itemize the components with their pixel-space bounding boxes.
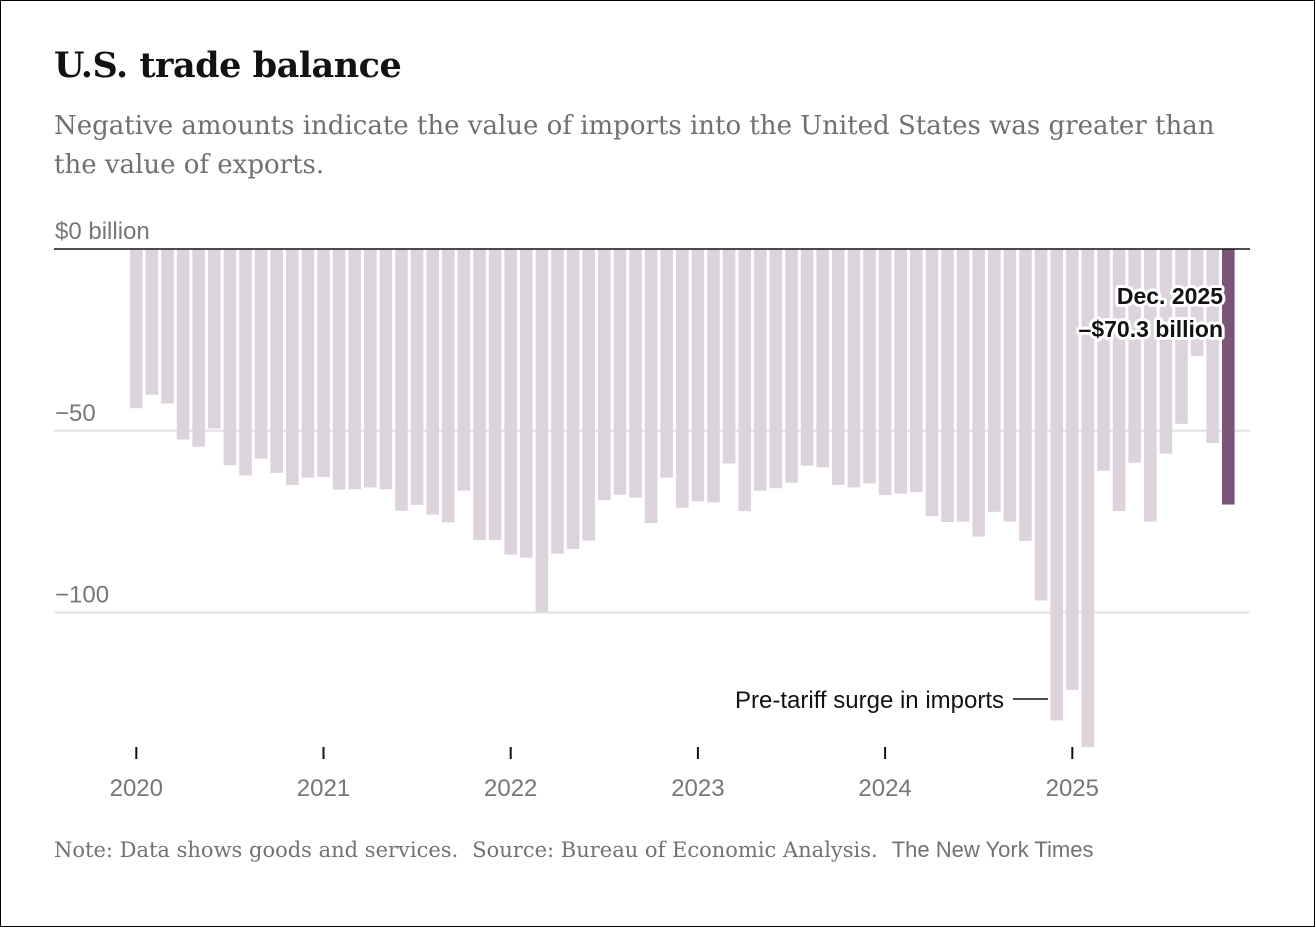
bar xyxy=(1175,249,1188,424)
bar xyxy=(722,249,736,464)
bar xyxy=(1190,249,1204,356)
bar xyxy=(754,249,767,491)
bar xyxy=(691,249,705,502)
labels: $0 billion −50 −100 2020 2021 2022 2023 2024 202… xyxy=(55,218,1226,802)
bar xyxy=(176,249,190,440)
bar xyxy=(785,249,798,483)
bar xyxy=(1159,249,1173,454)
bar xyxy=(629,249,642,498)
x-tick-label: 2023 xyxy=(671,775,724,802)
bar xyxy=(1097,249,1110,471)
bar xyxy=(504,249,517,555)
highlight-date-label: Dec. 2025 xyxy=(1117,283,1223,309)
bar xyxy=(270,249,283,473)
bar xyxy=(161,249,174,404)
bar xyxy=(379,249,393,490)
bar xyxy=(1081,249,1095,747)
note-text: Note: Data shows goods and services. xyxy=(54,838,459,862)
credit-text: The New York Times xyxy=(891,837,1094,862)
bar xyxy=(1128,249,1141,463)
x-tick-label: 2022 xyxy=(484,775,537,802)
bar xyxy=(894,249,907,494)
bar xyxy=(208,249,221,429)
chart-subtitle: Negative amounts indicate the value of i… xyxy=(54,111,1215,180)
annotation-text: Pre-tariff surge in imports xyxy=(735,687,1004,714)
bar xyxy=(395,249,408,511)
bar xyxy=(769,249,783,489)
bar xyxy=(286,249,299,485)
bar xyxy=(223,249,237,466)
bar xyxy=(941,249,954,522)
bar xyxy=(738,249,751,512)
bar xyxy=(301,249,315,478)
bar xyxy=(145,249,159,395)
bar xyxy=(1066,249,1079,690)
x-tick-label: 2021 xyxy=(297,775,350,802)
bar xyxy=(1050,249,1063,721)
bar xyxy=(473,249,486,541)
bar xyxy=(317,249,330,477)
bar xyxy=(332,249,346,490)
bar xyxy=(988,249,1001,512)
bar xyxy=(676,249,689,508)
bar xyxy=(130,249,143,409)
bar xyxy=(1144,249,1157,522)
bar xyxy=(348,249,361,490)
bars xyxy=(130,249,1235,747)
bar xyxy=(364,249,377,488)
chart-footer: Note: Data shows goods and services. Sour… xyxy=(54,837,1093,863)
bar xyxy=(832,249,845,485)
bar xyxy=(925,249,939,517)
bar xyxy=(1003,249,1017,522)
bar xyxy=(598,249,611,501)
x-tick-label: 2025 xyxy=(1046,775,1099,802)
x-tick-label: 2024 xyxy=(858,775,911,802)
y-tick-label: −50 xyxy=(55,400,96,427)
bar-highlight xyxy=(1222,249,1235,505)
bar xyxy=(488,249,502,541)
bar xyxy=(442,249,455,523)
bar xyxy=(254,249,268,459)
bar xyxy=(800,249,814,466)
bar xyxy=(972,249,985,537)
bar xyxy=(816,249,829,468)
bar xyxy=(956,249,970,522)
highlight-value-label: –$70.3 billion xyxy=(1079,316,1223,342)
bar xyxy=(457,249,471,491)
bar xyxy=(1112,249,1126,512)
bar xyxy=(410,249,424,505)
bar xyxy=(582,249,595,541)
axes xyxy=(54,248,1250,759)
bar xyxy=(520,249,533,558)
bar xyxy=(707,249,720,503)
y-tick-label: −100 xyxy=(55,582,109,609)
chart-title: U.S. trade balance xyxy=(54,45,402,86)
bar xyxy=(644,249,658,524)
bar xyxy=(566,249,580,549)
bar xyxy=(910,249,923,493)
bar xyxy=(239,249,252,476)
bar xyxy=(613,249,627,495)
bar xyxy=(426,249,439,515)
bar xyxy=(863,249,876,484)
bar xyxy=(1019,249,1032,541)
bar xyxy=(878,249,892,496)
bar xyxy=(1034,249,1048,601)
bar xyxy=(847,249,861,488)
x-tick-label: 2020 xyxy=(110,775,163,802)
bar xyxy=(535,249,549,613)
bar xyxy=(660,249,673,478)
bar xyxy=(1206,249,1219,444)
bar xyxy=(551,249,564,554)
bar xyxy=(192,249,205,447)
y-tick-label: $0 billion xyxy=(55,218,150,245)
source-text: Source: Bureau of Economic Analysis. xyxy=(472,838,878,862)
